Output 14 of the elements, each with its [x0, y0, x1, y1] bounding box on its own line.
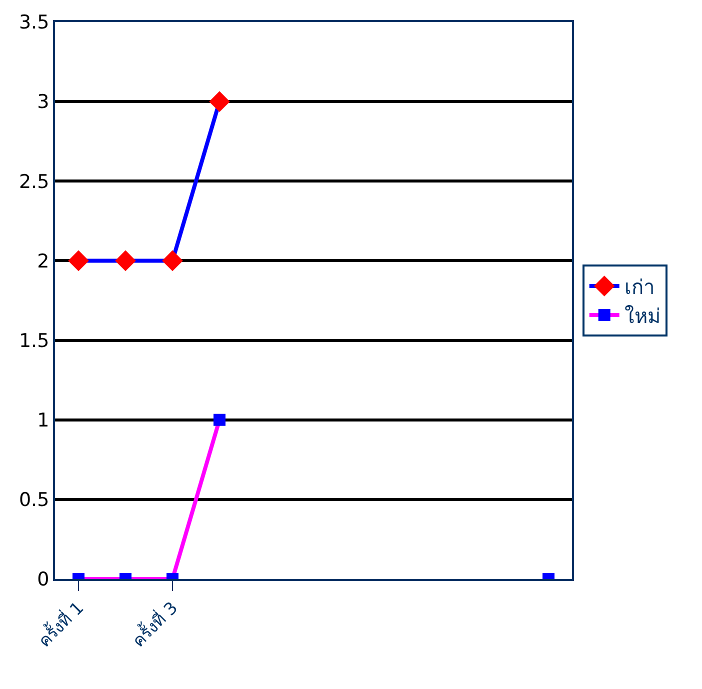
point — [68, 250, 89, 272]
point — [214, 414, 226, 426]
y-tick-label: 3 — [37, 91, 50, 114]
legend-label: เก่า — [624, 274, 654, 299]
legend-label: ใหม่ — [624, 304, 660, 328]
y-tick-label: 2.5 — [18, 170, 50, 193]
y-tick-label: 1 — [37, 410, 50, 432]
point — [115, 250, 136, 272]
y-tick-label: 2 — [37, 250, 50, 272]
y-tick-label: 0.5 — [18, 489, 50, 512]
y-tick-label: 0 — [37, 568, 50, 591]
y-tick-label: 3.5 — [18, 12, 50, 34]
point — [162, 250, 183, 272]
y-tick-label: 1.5 — [18, 330, 50, 352]
